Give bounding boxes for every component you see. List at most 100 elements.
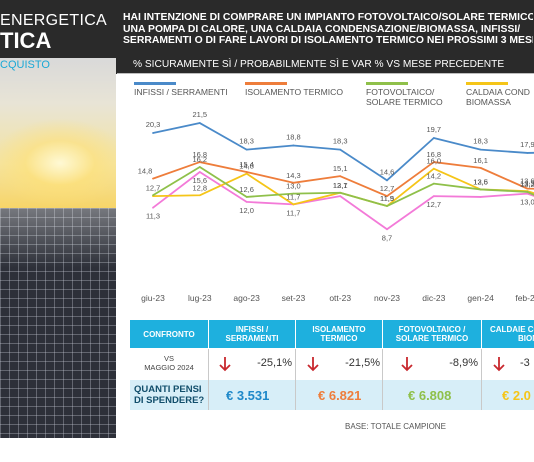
data-point-infissi [386, 179, 388, 182]
data-point-infissi [479, 148, 482, 151]
down-arrow-icon [401, 357, 413, 372]
legend-swatch [366, 82, 408, 85]
data-point-fotovoltaico [339, 191, 342, 194]
x-tick-label: gen-24 [467, 293, 494, 303]
data-label-fotovoltaico: 14,2 [426, 172, 441, 181]
data-label-fotovoltaico: 11,5 [380, 194, 394, 203]
legend-label-line: SOLARE TERMICO [366, 97, 443, 107]
data-label-pompa: 13,0 [520, 198, 534, 207]
data-label-isolamento: 14,8 [138, 167, 153, 176]
data-label-caldaia: 12,7 [333, 181, 348, 190]
data-point-infissi [198, 122, 201, 124]
x-tick-label: ott-23 [329, 293, 351, 303]
data-label-caldaia: 16,0 [426, 157, 441, 166]
spend-fotovoltaico: € 6.808 [408, 388, 452, 403]
data-point-infissi [245, 148, 248, 151]
solar-panels-photo [0, 58, 116, 438]
survey-question: HAI INTENZIONE DI COMPRARE UN IMPIANTO F… [123, 12, 533, 47]
data-point-caldaia [198, 194, 201, 197]
question-line: SERRAMENTI O DI FARE LAVORI DI ISOLAMENT… [123, 35, 533, 47]
line-chart: giu-23 lug-23 ago-23 set-23 ott-23 nov-23 dic-… [138, 110, 534, 303]
data-point-pompa [526, 192, 529, 195]
x-tick-label: nov-23 [374, 293, 400, 303]
table-header-fotovoltaico: FOTOVOLTAICO / SOLARE TERMICO [383, 320, 481, 348]
x-tick-label: lug-23 [188, 293, 212, 303]
data-point-caldaia [432, 167, 435, 170]
column-divider [208, 349, 209, 410]
table-header-infissi: INFISSI / SERRAMENTI [209, 320, 295, 348]
data-label-isolamento: 13,6 [520, 177, 534, 186]
sun-glow [0, 118, 116, 208]
down-arrow-icon [219, 357, 231, 372]
chart-subtitle: % SICURAMENTE SÌ / PROBABILMENTE SÌ E VA… [133, 59, 505, 70]
data-point-caldaia [292, 203, 295, 206]
spend-line: QUANTI PENSI [134, 384, 202, 395]
data-label-isolamento: 16,8 [426, 150, 441, 159]
data-point-caldaia [245, 172, 248, 175]
data-label-pompa: 15,6 [192, 176, 207, 185]
data-label-isolamento: 12,7 [380, 184, 395, 193]
data-point-pompa [245, 201, 248, 203]
legend-label-line: BIOMASSA [466, 97, 511, 107]
spend-label: QUANTI PENSI DI SPENDERE? [134, 384, 204, 406]
data-point-fotovoltaico [245, 196, 248, 198]
data-label-isolamento: 14,3 [286, 171, 301, 180]
data-label-infissi: 20,3 [146, 120, 161, 129]
data-point-fotovoltaico [432, 182, 435, 185]
header-line: SOLARE TERMICO [395, 334, 469, 343]
x-tick-label: ago-23 [233, 293, 260, 303]
x-tick-label: set-23 [282, 293, 306, 303]
data-point-infissi [152, 132, 154, 134]
data-point-infissi [292, 144, 295, 147]
legend-label-line: FOTOVOLTAICO/ [366, 87, 435, 97]
data-label-infissi: 21,5 [192, 110, 207, 119]
vs-label: VS MAGGIO 2024 [130, 354, 208, 372]
data-label-infissi: 14,6 [380, 167, 395, 176]
data-label-fotovoltaico: 13,2 [520, 180, 534, 189]
data-point-isolamento [245, 171, 248, 173]
data-point-isolamento [479, 166, 482, 169]
table-header-caldaie: CALDAIE COBIOMA [482, 320, 534, 348]
data-point-isolamento [198, 161, 201, 163]
header-line: CALDAIE CO [490, 325, 534, 334]
header-line: SERRAMENTI [225, 334, 279, 343]
data-label-pompa: 12,0 [239, 206, 254, 215]
column-divider [295, 349, 296, 410]
data-label-infissi: 18,8 [286, 132, 301, 141]
data-point-isolamento [526, 187, 529, 190]
series-line-pompa [152, 171, 534, 231]
legend-label: CALDAIA COND BIOMASSA [466, 87, 530, 107]
data-label-fotovoltaico: 16,2 [192, 155, 207, 164]
vs-line: VS [163, 354, 174, 363]
data-point-isolamento [432, 161, 435, 163]
table-header-confronto: CONFRONTO [130, 320, 208, 348]
data-point-fotovoltaico [198, 166, 201, 168]
delta-caldaie: -3 [520, 357, 530, 369]
legend-label-line: CALDAIA COND [466, 87, 530, 97]
delta-fotovoltaico: -8,9% [449, 357, 478, 369]
series-line-isolamento [152, 161, 534, 197]
data-point-infissi [526, 152, 529, 154]
header-bar [0, 0, 534, 58]
data-point-pompa [479, 196, 482, 198]
subtitle-divider [117, 73, 534, 74]
data-label-infissi: 18,3 [239, 137, 254, 146]
solar-panel-grid [0, 208, 116, 438]
data-label-isolamento: 15,1 [333, 164, 348, 173]
data-label-caldaia: 13,3 [520, 179, 534, 188]
legend-label: ISOLAMENTO TERMICO [245, 87, 344, 97]
data-label-fotovoltaico: 13,5 [473, 177, 488, 186]
delta-isolamento: -21,5% [345, 357, 380, 369]
legend-swatch [245, 82, 287, 85]
data-point-fotovoltaico [152, 194, 154, 197]
data-label-infissi: 19,7 [426, 125, 441, 134]
data-point-isolamento [152, 177, 154, 180]
data-label-caldaia: 11,9 [380, 194, 394, 203]
spend-isolamento: € 6.821 [318, 388, 362, 403]
table-header-isolamento: ISOLAMENTO TERMICO [296, 320, 382, 348]
brand-line-2: TICA [0, 28, 52, 53]
series-line-infissi [152, 122, 534, 182]
data-label-isolamento: 16,8 [192, 150, 207, 159]
data-label-infissi: 17,9 [520, 140, 534, 149]
table-row-variation [130, 349, 534, 379]
